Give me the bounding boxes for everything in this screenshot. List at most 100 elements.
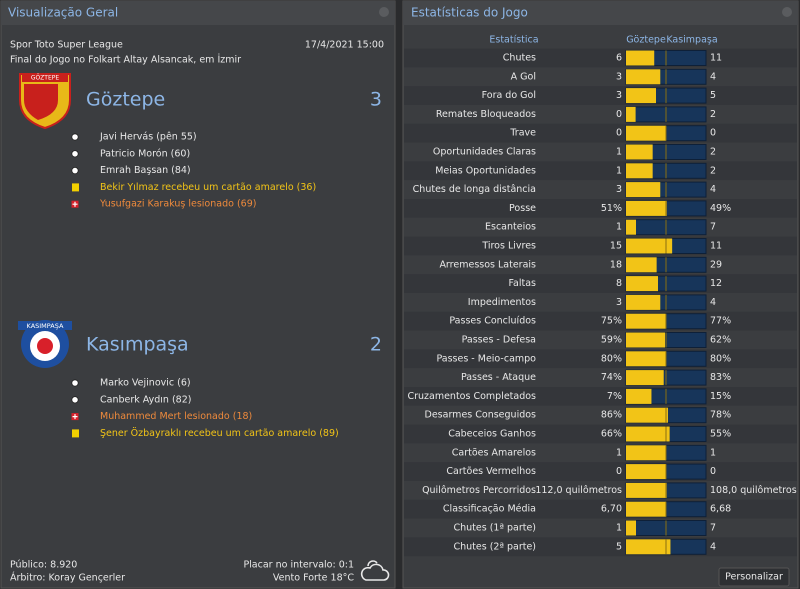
home-value: 112,0 quilômetros <box>535 485 622 496</box>
away-value: 11 <box>710 241 722 252</box>
row-background <box>404 236 797 256</box>
stat-label: Impedimentos <box>468 297 536 308</box>
collapse-button[interactable] <box>379 7 389 17</box>
column-header: Göztepe <box>626 35 666 46</box>
away-value: 4 <box>710 184 716 195</box>
stat-label: Tiros Livres <box>481 241 536 252</box>
home-bar <box>626 370 664 386</box>
home-value: 6,70 <box>601 504 622 515</box>
home-bar <box>626 332 666 348</box>
stat-label: Chutes (2ª parte) <box>454 541 537 552</box>
home-bar <box>626 257 657 273</box>
home-value: 6 <box>616 53 622 64</box>
event-text: Emrah Başsan (84) <box>100 165 191 176</box>
stats-header <box>403 1 798 25</box>
goal-icon <box>71 133 79 141</box>
stat-label: Cartões Amarelos <box>452 447 536 458</box>
away-value: 2 <box>710 109 716 120</box>
stat-label: Escanteios <box>485 222 536 233</box>
stat-label: Passes - Defesa <box>462 335 536 346</box>
yellow-card-icon <box>72 183 79 192</box>
home-bar <box>626 482 667 498</box>
competition: Spor Toto Super League <box>10 40 123 51</box>
home-bar <box>626 351 666 367</box>
home-bar <box>626 501 667 517</box>
stat-label: Chutes (1ª parte) <box>454 523 537 534</box>
attendance: Público: 8.920 <box>10 560 77 571</box>
home-value: 1 <box>616 523 622 534</box>
home-value: 0 <box>616 466 622 477</box>
stat-label: Oportunidades Claras <box>433 147 536 158</box>
away-value: 49% <box>710 203 731 214</box>
home-bar <box>626 407 668 423</box>
away-value: 78% <box>710 410 731 421</box>
stat-label: A Gol <box>511 71 536 82</box>
away-value: 12 <box>710 278 722 289</box>
weather: Vento Forte 18°C <box>273 573 354 584</box>
away-value: 6,68 <box>710 504 731 515</box>
home-value: 1 <box>616 147 622 158</box>
button-label[interactable]: Personalizar <box>725 572 783 583</box>
home-value: 3 <box>616 184 622 195</box>
home-bar <box>626 219 636 235</box>
away-value: 77% <box>710 316 731 327</box>
home-value: 86% <box>601 410 622 421</box>
stat-label: Passes - Ataque <box>461 372 536 383</box>
away-badge: KASIMPAŞA <box>18 320 72 368</box>
away-value: 108,0 quilômetros <box>710 485 797 496</box>
event-text: Muhammed Mert lesionado (18) <box>100 411 252 422</box>
goal-icon <box>71 379 79 387</box>
away-score: 2 <box>370 334 382 356</box>
home-value: 66% <box>601 429 622 440</box>
stat-label: Faltas <box>508 278 536 289</box>
event-text: Bekir Yılmaz recebeu um cartão amarelo (… <box>100 182 316 193</box>
home-bar <box>626 539 671 555</box>
away-value: 2 <box>710 165 716 176</box>
stat-label: Cabeceios Ganhos <box>448 429 536 440</box>
stat-label: Chutes de longa distância <box>413 184 536 195</box>
stat-label: Cruzamentos Completados <box>407 391 536 402</box>
collapse-button[interactable] <box>782 7 792 17</box>
row-background <box>404 217 797 237</box>
row-background <box>404 274 797 293</box>
home-value: 1 <box>616 447 622 458</box>
match-date: 17/4/2021 15:00 <box>305 40 384 51</box>
home-bar <box>626 144 653 160</box>
away-value: 15% <box>710 391 731 402</box>
row-background <box>404 86 797 105</box>
away-team: Kasımpaşa <box>86 334 189 356</box>
event-text: Javi Hervás (pên 55) <box>99 132 197 143</box>
home-bar <box>626 276 658 292</box>
stat-label: Meias Oportunidades <box>435 165 536 176</box>
customize-button[interactable] <box>718 567 790 587</box>
away-events: Marko Vejinovic (6) Canberk Aydın (82) Muh… <box>71 378 339 439</box>
home-value: 3 <box>616 90 622 101</box>
home-bar <box>626 313 666 329</box>
home-value: 51% <box>601 203 622 214</box>
away-value: 4 <box>710 71 716 82</box>
away-value: 0 <box>710 128 716 139</box>
home-bar <box>626 106 636 122</box>
home-bar <box>626 388 652 404</box>
home-value: 80% <box>601 353 622 364</box>
event-text: Şener Özbayraklı recebeu um cartão amare… <box>100 428 339 439</box>
halftime-score: Placar no intervalo: 0:1 <box>243 560 354 571</box>
column-header: Kasimpaşa <box>666 35 717 46</box>
home-value: 3 <box>616 71 622 82</box>
injury-cross <box>72 201 78 207</box>
goal-icon <box>71 167 79 175</box>
stat-label: Quilômetros Percorridos <box>422 485 536 496</box>
venue: Final do Jogo no Folkart Altay Alsancak,… <box>10 55 241 66</box>
away-value: 4 <box>710 541 716 552</box>
stat-label: Passes - Meio-campo <box>436 353 536 364</box>
home-events: Javi Hervás (pên 55) Patricio Morón (60) E… <box>71 132 316 210</box>
home-value: 1 <box>616 165 622 176</box>
home-value: 1 <box>616 222 622 233</box>
home-value: 75% <box>601 316 622 327</box>
home-bar <box>626 200 667 216</box>
event-text: Patricio Morón (60) <box>100 148 190 159</box>
panel-title: Visualização Geral <box>8 6 118 20</box>
home-bar <box>626 69 661 85</box>
